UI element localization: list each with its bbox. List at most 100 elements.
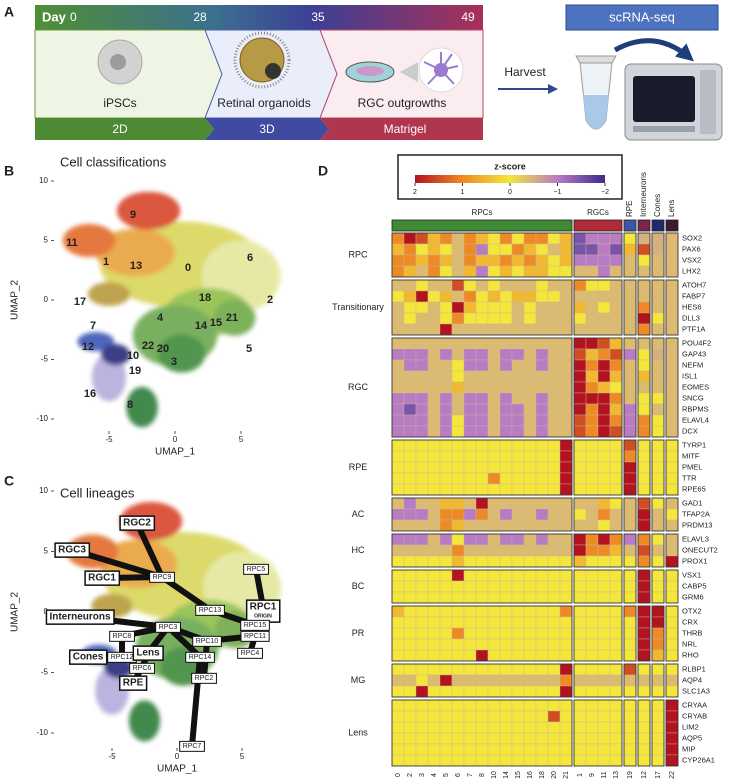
heatmap-cell (573, 638, 587, 651)
heatmap-cell (547, 754, 561, 767)
heatmap-cell (427, 497, 441, 510)
heatmap-cell (427, 232, 441, 245)
heatmap-cell (403, 381, 417, 394)
heatmap-cell (391, 381, 405, 394)
heatmap-cell (391, 323, 405, 336)
block-outline (651, 569, 665, 604)
heatmap-cell (487, 674, 501, 687)
heatmap-cell (523, 290, 537, 303)
heatmap-cell (475, 754, 489, 767)
heatmap-cell (511, 265, 525, 278)
heatmap-cell (451, 461, 465, 474)
heatmap-cell (547, 663, 561, 676)
heatmap-cell (547, 638, 561, 651)
heatmap-cell (475, 616, 489, 629)
heatmap-cell (391, 497, 405, 510)
cell-cloud (101, 344, 131, 366)
heatmap-cell (475, 591, 489, 604)
heatmap-cell (535, 685, 549, 698)
heatmap-cell (499, 674, 513, 687)
gene-label: RLBP1 (682, 664, 706, 673)
heatmap-cell (439, 483, 453, 496)
heatmap-cell (487, 425, 501, 438)
heatmap-cell (427, 519, 441, 532)
gene-label: ONECUT2 (682, 545, 718, 554)
heatmap-cell (475, 569, 489, 582)
heatmap-cell (511, 359, 525, 372)
heatmap-cell (651, 638, 665, 651)
heatmap-cell (499, 710, 513, 723)
heatmap-cell (403, 544, 417, 557)
heatmap-cell (475, 370, 489, 383)
block-outline (623, 569, 637, 604)
column-group-bar (637, 219, 651, 232)
heatmap-cell (475, 649, 489, 662)
condition-bar (35, 118, 214, 140)
column-label: 16 (527, 771, 534, 779)
heatmap-cell (403, 450, 417, 463)
node-box (68, 649, 108, 665)
heatmap-cell (585, 279, 599, 292)
heatmap-cell (475, 721, 489, 734)
heatmap-cell (597, 370, 611, 383)
heatmap-cell (623, 301, 637, 314)
block-outline (623, 439, 637, 496)
heatmap-cell (597, 337, 611, 350)
heatmap-cell (391, 616, 405, 629)
heatmap-cell (623, 461, 637, 474)
heatmap-cell (573, 627, 587, 640)
heatmap-cell (523, 392, 537, 405)
block-outline (391, 279, 573, 336)
condition-label: 2D (112, 122, 128, 136)
block-outline (665, 533, 679, 568)
heatmap-cell (439, 370, 453, 383)
heatmap-cell (523, 483, 537, 496)
heatmap-cell (475, 533, 489, 546)
heatmap-cell (427, 732, 441, 745)
cluster-label: 19 (129, 365, 141, 377)
heatmap-cell (499, 337, 513, 350)
heatmap-cell (547, 348, 561, 361)
cell-cloud (213, 300, 256, 336)
heatmap-cell (403, 483, 417, 496)
column-label: 11 (601, 771, 608, 778)
lineage-node: RPC7 (179, 740, 205, 752)
heatmap-cell (547, 519, 561, 532)
x-tick-label: -5 (105, 435, 113, 444)
heatmap-cell (391, 472, 405, 485)
heatmap-cell (535, 616, 549, 629)
gene-label: ISL1 (682, 371, 697, 380)
heatmap-cell (511, 323, 525, 336)
block-outline (637, 699, 651, 767)
heatmap-cell (651, 605, 665, 618)
heatmap-cell (637, 605, 651, 618)
heatmap-cell (475, 710, 489, 723)
heatmap-cell (451, 721, 465, 734)
heatmap-cell (451, 323, 465, 336)
heatmap-cell (573, 359, 587, 372)
heatmap-cell (585, 439, 599, 452)
heatmap-cell (487, 392, 501, 405)
heatmap-cell (665, 265, 679, 278)
gene-label: PMEL (682, 462, 702, 471)
heatmap-cell (463, 638, 477, 651)
heatmap-cell (597, 450, 611, 463)
heatmap-cell (415, 265, 429, 278)
heatmap-cell (475, 403, 489, 416)
column-label: 9 (589, 773, 596, 777)
heatmap-cell (665, 638, 679, 651)
method-box (565, 4, 719, 31)
heatmap-cell (547, 569, 561, 582)
heatmap-cell (391, 392, 405, 405)
heatmap-cell (535, 544, 549, 557)
heatmap-cell (623, 674, 637, 687)
heatmap-cell (547, 508, 561, 521)
heatmap-cell (547, 710, 561, 723)
heatmap-cell (597, 232, 611, 245)
heatmap-cell (535, 301, 549, 314)
heatmap-cell (559, 312, 573, 325)
node-label: RPE (123, 678, 144, 689)
block-outline (573, 699, 623, 767)
heatmap-cell (511, 301, 525, 314)
heatmap-cell (511, 439, 525, 452)
